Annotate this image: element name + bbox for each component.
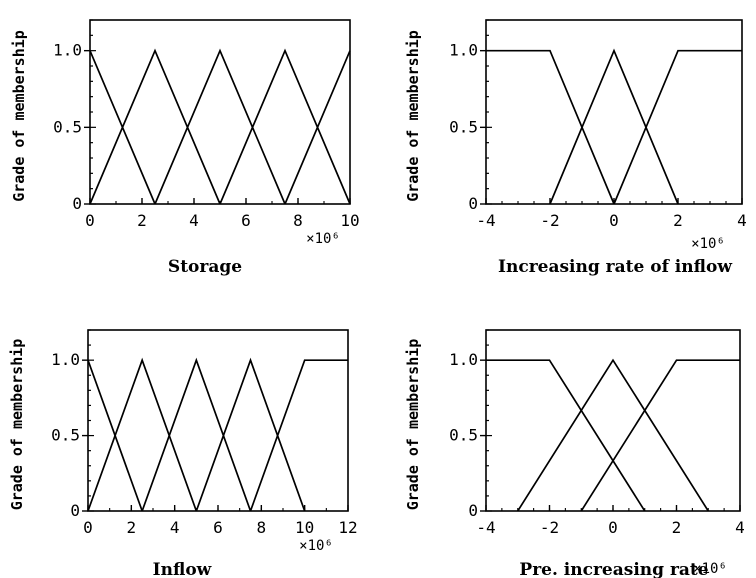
x-tick-label: 4 [737, 211, 747, 230]
x-axis-label: Storage [168, 257, 242, 277]
x-tick-label: 0 [609, 211, 619, 230]
y-axis-label: Grade of membership [404, 339, 422, 511]
membership-line-3 [154, 48, 286, 205]
membership-line-2 [87, 357, 198, 512]
x-axis-label: Inflow [153, 560, 212, 578]
x-tick-label: 6 [213, 518, 223, 537]
membership-line-1 [486, 49, 615, 205]
x-tick-label: 2 [127, 518, 137, 537]
x-tick-label: 2 [673, 211, 683, 230]
y-tick-label: 1.0 [449, 350, 478, 369]
x-multiplier-label: ×10⁶ [691, 236, 725, 252]
plot-frame [485, 19, 743, 205]
membership-line-5 [284, 50, 351, 205]
x-tick-label: 0 [608, 518, 618, 537]
increasing-rate-of-inflow-panel: 0 0.5 1.0 -4 -2 0 2 4 Grade of membership Increas… [404, 19, 747, 277]
y-tick-label: 0 [468, 501, 478, 520]
membership-line-4 [219, 48, 351, 205]
membership-line-3 [580, 359, 740, 512]
membership-line-4 [195, 357, 306, 512]
x-multiplier-label: ×10⁶ [693, 561, 727, 577]
x-tick-label: 4 [170, 518, 180, 537]
y-axis-label: Grade of membership [8, 339, 26, 511]
y-tick-label: 0 [70, 501, 80, 520]
y-tick-label: 0.5 [51, 426, 80, 445]
x-tick-label: 10 [295, 518, 314, 537]
membership-line-5 [249, 359, 348, 512]
x-axis-label: Pre. increasing rate [519, 560, 708, 578]
x-tick-label: -4 [476, 518, 495, 537]
y-axis-label: Grade of membership [10, 30, 28, 202]
x-tick-label: -2 [540, 518, 559, 537]
membership-line-2 [89, 48, 221, 205]
x-tick-label: 2 [137, 211, 147, 230]
plot-frame [485, 329, 741, 512]
storage-panel: 0 0.5 1.0 0 2 4 6 8 10 Grade of membership Storage… [10, 19, 360, 277]
x-tick-label: 12 [338, 518, 357, 537]
x-tick-label: 2 [672, 518, 682, 537]
x-tick-label: 4 [735, 518, 745, 537]
x-tick-label: 0 [85, 211, 95, 230]
x-tick-label: 6 [241, 211, 251, 230]
y-tick-label: 0.5 [449, 426, 478, 445]
x-axis-label: Increasing rate of inflow [498, 257, 732, 277]
y-tick-label: 0 [468, 194, 478, 213]
y-tick-label: 0.5 [449, 117, 478, 136]
y-tick-label: 0.5 [53, 117, 82, 136]
y-axis-label: Grade of membership [404, 30, 422, 202]
x-tick-label: 0 [83, 518, 93, 537]
x-multiplier-label: ×10⁶ [306, 231, 340, 247]
pre-increasing-rate-panel: 0 0.5 1.0 -4 -2 0 2 4 Grade of membership Pre. in… [404, 329, 745, 578]
x-tick-label: 10 [340, 211, 359, 230]
membership-line-2 [549, 48, 679, 205]
x-tick-label: 4 [189, 211, 199, 230]
inflow-panel: 0 0.5 1.0 0 2 4 6 8 10 12 Grade of membership Inflo… [8, 329, 358, 578]
y-tick-label: 1.0 [51, 350, 80, 369]
y-tick-label: 1.0 [53, 41, 82, 60]
membership-line-3 [613, 49, 742, 205]
y-tick-label: 0 [72, 194, 82, 213]
x-tick-label: -2 [540, 211, 559, 230]
x-tick-label: 8 [257, 518, 267, 537]
x-tick-label: -4 [476, 211, 495, 230]
y-tick-label: 1.0 [449, 41, 478, 60]
x-tick-label: 8 [293, 211, 303, 230]
membership-line-2 [517, 358, 709, 512]
membership-line-3 [141, 357, 252, 512]
x-multiplier-label: ×10⁶ [299, 538, 333, 554]
